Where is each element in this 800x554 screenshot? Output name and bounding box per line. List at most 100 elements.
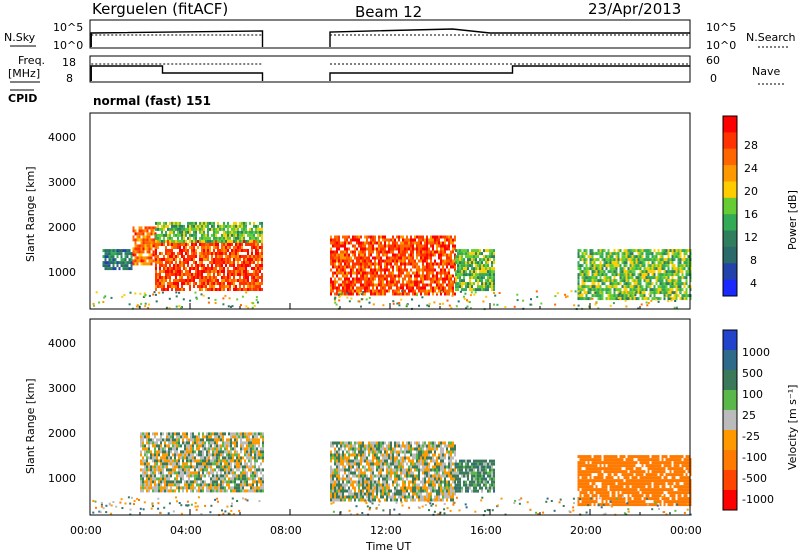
velocity-echo-cell-r0 — [156, 486, 158, 490]
velocity-echo-cell-r1 — [346, 468, 348, 472]
power-ground-scatter-cell — [647, 302, 650, 304]
power-echo-cell-r6 — [655, 252, 658, 256]
velocity-echo-cell-r0 — [142, 477, 144, 481]
power-echo-cell-r6 — [613, 270, 616, 274]
power-echo-cell-r6 — [629, 252, 632, 256]
power-echo-cell-r4 — [360, 241, 362, 245]
power-echo-cell-r6 — [659, 288, 662, 292]
velocity-echo-cell-r0 — [158, 489, 160, 493]
velocity-echo-cell-r0 — [182, 453, 184, 457]
velocity-echo-cell-r0 — [162, 432, 164, 436]
velocity-echo-cell-r0 — [260, 483, 262, 487]
velocity-echo-cell-r0 — [184, 441, 186, 445]
power-echo-cell-r6 — [629, 291, 632, 295]
power-echo-cell-r4 — [408, 289, 410, 293]
power-echo-cell-r4 — [352, 286, 354, 290]
power-ground-scatter-cell — [554, 295, 557, 298]
velocity-echo-cell-r0 — [140, 489, 142, 493]
power-echo-cell-r6 — [593, 273, 596, 277]
power-echo-cell-r2 — [239, 288, 241, 291]
power-echo-cell-r4 — [342, 268, 344, 272]
power-echo-cell-r5 — [475, 270, 477, 274]
power-echo-cell-r6 — [671, 288, 674, 292]
velocity-echo-cell-r0 — [230, 480, 232, 484]
power-echo-cell-r5 — [481, 264, 483, 268]
power-echo-cell-r6 — [651, 282, 654, 286]
power-echo-cell-r4 — [378, 292, 380, 296]
power-echo-cell-r4 — [454, 235, 456, 239]
power-echo-cell-r4 — [374, 235, 376, 239]
velocity-echo-cell-r0 — [208, 432, 210, 436]
power-echo-cell-r5 — [493, 273, 495, 277]
velocity-echo-cell-r0 — [230, 462, 232, 466]
power-echo-cell-r2 — [247, 252, 249, 255]
velocity-echo-cell-r0 — [204, 462, 206, 466]
power-echo-cell-r4 — [448, 238, 450, 242]
velocity-echo-cell-r0 — [242, 441, 244, 445]
velocity-echo-cell-r0 — [210, 465, 212, 469]
velocity-echo-cell-r1 — [366, 483, 368, 487]
velocity-echo-cell-r0 — [220, 474, 222, 478]
velocity-echo-cell-r0 — [240, 447, 242, 451]
power-echo-cell-r2 — [175, 255, 177, 258]
power-echo-cell-r2 — [237, 243, 239, 246]
power-echo-cell-r4 — [374, 265, 376, 269]
power-echo-cell-r2 — [219, 249, 221, 252]
velocity-echo-cell-r1 — [332, 441, 334, 445]
power-echo-cell-r6 — [629, 285, 632, 289]
power-ground-scatter-cell — [104, 295, 107, 298]
power-echo-cell-r6 — [657, 249, 660, 253]
velocity-panel: Slant Range [km] 4000 3000 2000 1000 — [24, 318, 692, 517]
velocity-echo-cell-r0 — [168, 447, 170, 451]
velocity-echo-cell-r1 — [346, 474, 348, 478]
velocity-echo-cell-r0 — [180, 450, 182, 454]
velocity-echo-cell-r0 — [220, 468, 222, 472]
power-echo-cell-r4 — [390, 247, 392, 251]
velocity-echo-cell-r1 — [358, 447, 360, 451]
velocity-echo-cell-r0 — [192, 465, 194, 469]
velocity-echo-cell-r0 — [150, 471, 152, 475]
power-echo-cell-r6 — [593, 288, 596, 292]
velocity-echo-cell-r0 — [198, 459, 200, 463]
power-echo-cell-r2 — [191, 264, 193, 267]
power-echo-cell-r6 — [681, 258, 684, 262]
power-echo-cell-r5 — [467, 258, 469, 262]
velocity-echo-cell-r0 — [226, 441, 228, 445]
velocity-echo-cell-r1 — [372, 471, 374, 475]
velocity-echo-cell-r0 — [158, 480, 160, 484]
power-echo-cell-r1 — [132, 229, 135, 233]
velocity-echo-cell-r0 — [218, 489, 220, 493]
power-echo-cell-r2 — [169, 267, 171, 270]
power-echo-cell-r2 — [217, 282, 219, 285]
power-echo-cell-r4 — [388, 262, 390, 266]
power-echo-cell-r2 — [217, 258, 219, 261]
power-echo-cell-r6 — [613, 267, 616, 271]
velocity-echo-cell-r0 — [170, 462, 172, 466]
power-echo-cell-r4 — [430, 256, 432, 260]
power-echo-cell-r3 — [223, 224, 225, 228]
power-echo-cell-r2 — [169, 249, 171, 252]
power-echo-cell-r3 — [201, 224, 203, 228]
velocity-echo-cell-r0 — [178, 432, 180, 436]
velocity-echo-cell-r0 — [214, 489, 216, 493]
power-echo-cell-r2 — [229, 264, 231, 267]
power-echo-cell-r6 — [617, 291, 620, 295]
power-echo-cell-r6 — [649, 249, 652, 253]
power-echo-cell-r2 — [187, 279, 189, 282]
power-echo-cell-r4 — [388, 259, 390, 263]
velocity-echo-cell-r0 — [262, 450, 264, 454]
power-echo-cell-r4 — [342, 241, 344, 245]
power-echo-cell-r6 — [613, 288, 616, 292]
power-echo-cell-r6 — [651, 270, 654, 274]
velocity-echo-cell-r0 — [240, 462, 242, 466]
velocity-echo-cell-r1 — [380, 492, 382, 496]
power-echo-cell-r6 — [607, 258, 610, 262]
power-echo-cell-r4 — [400, 262, 402, 266]
velocity-echo-cell-r0 — [168, 435, 170, 439]
power-echo-cell-r4 — [434, 286, 436, 290]
power-ground-scatter-cell — [463, 297, 466, 300]
velocity-echo-cell-r0 — [196, 471, 198, 475]
power-echo-cell-r2 — [215, 246, 217, 249]
power-echo-cell-r3 — [165, 230, 167, 234]
power-echo-cell-r4 — [446, 247, 448, 251]
